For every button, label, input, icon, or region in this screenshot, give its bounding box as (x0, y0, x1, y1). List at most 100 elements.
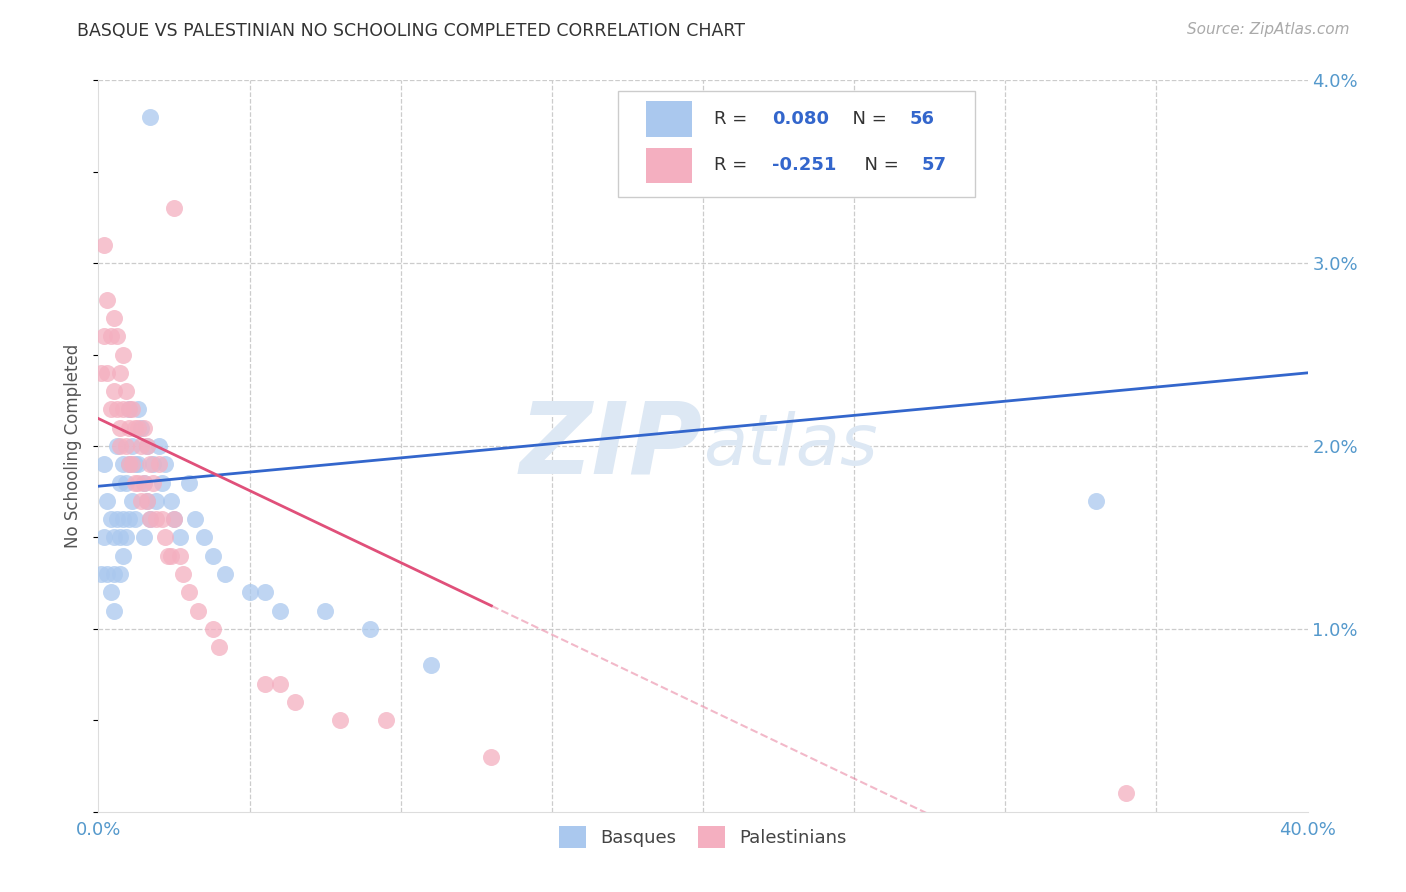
Point (129, 494, 152, 508)
Point (202, 622, 225, 636)
Point (284, 695, 307, 709)
Point (100, 402, 122, 417)
Point (105, 329, 128, 343)
Legend: Basques, Palestinians: Basques, Palestinians (551, 819, 855, 855)
Point (118, 458, 141, 472)
Point (142, 475, 165, 490)
Text: 0.080: 0.080 (772, 110, 830, 128)
Bar (647, 102, 692, 136)
Text: 57: 57 (922, 156, 946, 174)
Point (108, 475, 131, 490)
Point (269, 676, 291, 690)
Point (96, 567, 118, 582)
Point (135, 494, 157, 508)
Point (150, 512, 173, 526)
Point (169, 530, 191, 544)
Point (1085, 494, 1108, 508)
Point (329, 714, 352, 728)
Point (93, 530, 115, 544)
Point (124, 421, 146, 435)
Point (481, 749, 503, 764)
Point (153, 530, 176, 544)
Point (139, 512, 162, 526)
Point (153, 458, 176, 472)
Point (1115, 787, 1137, 801)
Point (121, 458, 143, 472)
Point (111, 549, 134, 563)
Text: -0.251: -0.251 (772, 156, 837, 174)
Text: N =: N = (853, 156, 904, 174)
Point (360, 622, 382, 636)
FancyBboxPatch shape (619, 91, 976, 197)
Point (118, 402, 141, 417)
Point (214, 567, 236, 582)
Text: Source: ZipAtlas.com: Source: ZipAtlas.com (1187, 22, 1350, 37)
Point (132, 475, 155, 490)
Point (135, 439, 157, 453)
Point (114, 475, 136, 490)
Point (90, 567, 112, 582)
Point (179, 585, 201, 599)
Point (132, 421, 155, 435)
Point (100, 585, 122, 599)
Point (163, 512, 186, 526)
Point (111, 458, 134, 472)
Point (108, 366, 131, 380)
Point (96, 366, 118, 380)
Point (139, 458, 162, 472)
Point (103, 604, 125, 618)
Point (118, 458, 141, 472)
Text: R =: R = (714, 110, 752, 128)
Point (314, 604, 336, 618)
Point (124, 475, 146, 490)
Text: R =: R = (714, 156, 752, 174)
Point (100, 512, 122, 526)
Y-axis label: No Schooling Completed: No Schooling Completed (65, 344, 83, 548)
Point (111, 347, 134, 362)
Point (103, 567, 125, 582)
Point (253, 585, 276, 599)
Point (163, 512, 186, 526)
Point (253, 676, 276, 690)
Point (121, 494, 143, 508)
Point (142, 458, 165, 472)
Point (139, 110, 162, 124)
Point (127, 402, 149, 417)
Point (118, 512, 141, 526)
Point (169, 549, 191, 563)
Point (269, 604, 291, 618)
Point (163, 202, 186, 216)
Point (374, 714, 396, 728)
Text: atlas: atlas (703, 411, 877, 481)
Point (202, 549, 225, 563)
Point (114, 384, 136, 399)
Point (118, 421, 141, 435)
Bar (647, 147, 692, 183)
Point (172, 567, 194, 582)
Point (193, 530, 215, 544)
Point (121, 402, 143, 417)
Point (160, 549, 183, 563)
Point (111, 402, 134, 417)
Point (139, 512, 162, 526)
Point (121, 439, 143, 453)
Point (127, 475, 149, 490)
Point (239, 585, 262, 599)
Point (93, 238, 115, 252)
Point (108, 567, 131, 582)
Point (145, 494, 167, 508)
Point (135, 439, 157, 453)
Point (93, 458, 115, 472)
Point (179, 475, 201, 490)
Text: ZIP: ZIP (520, 398, 703, 494)
Point (103, 530, 125, 544)
Point (127, 421, 149, 435)
Point (132, 530, 155, 544)
Point (184, 512, 207, 526)
Point (108, 530, 131, 544)
Point (96, 494, 118, 508)
Point (90, 366, 112, 380)
Text: BASQUE VS PALESTINIAN NO SCHOOLING COMPLETED CORRELATION CHART: BASQUE VS PALESTINIAN NO SCHOOLING COMPL… (77, 22, 745, 40)
Point (103, 311, 125, 326)
Point (105, 439, 128, 453)
